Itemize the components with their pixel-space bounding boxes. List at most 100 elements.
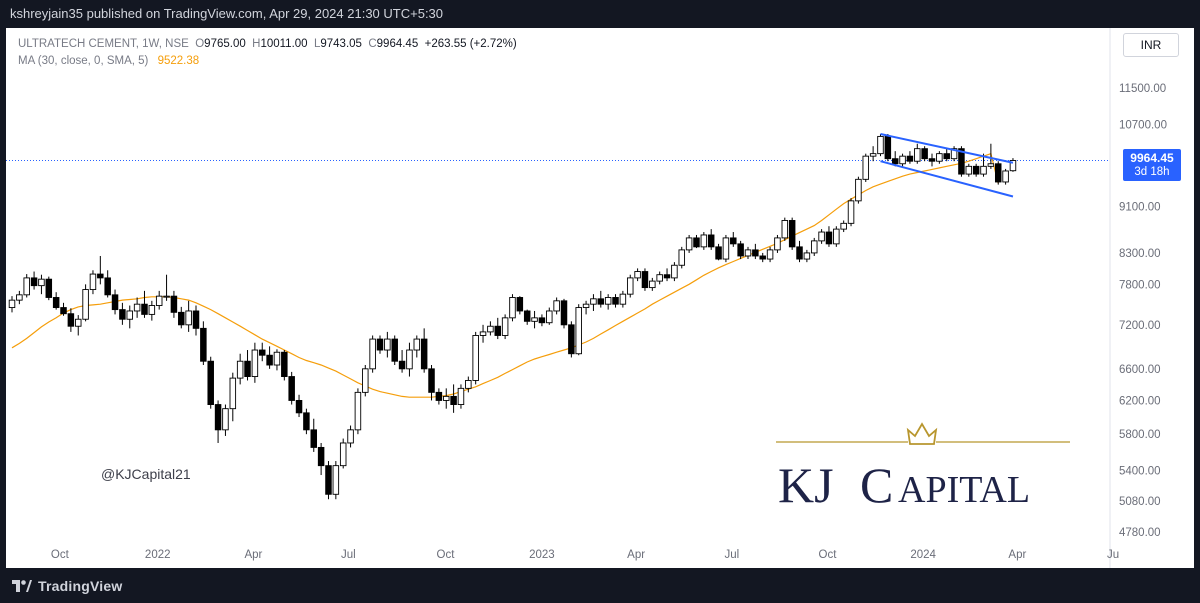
candle-body: [693, 237, 700, 248]
candle-body: [104, 277, 111, 296]
x-tick-label: Ju: [1107, 549, 1119, 561]
candle-body: [317, 446, 325, 467]
candlestick-chart[interactable]: 11500.00 10700.00 9100.00 8300.00 7800.00 720…: [6, 28, 1194, 568]
candle-body: [494, 325, 502, 336]
candle-body: [119, 309, 126, 320]
candle-body: [877, 135, 884, 155]
high-label: H: [252, 38, 261, 50]
candle-body: [855, 178, 862, 202]
candle-body: [89, 273, 97, 291]
candle-body: [744, 249, 752, 257]
candle-body: [435, 391, 443, 401]
candle-body: [207, 360, 214, 405]
ma-value: 9522.38: [157, 55, 200, 67]
candle-body: [891, 158, 899, 165]
candle-body: [604, 297, 612, 305]
candle-body: [899, 155, 906, 165]
x-tick-label: Oct: [51, 549, 70, 561]
candle-body: [45, 278, 53, 298]
candle-body: [23, 277, 30, 296]
candle-body: [266, 354, 273, 366]
candle-body: [825, 231, 833, 245]
channel-lower-line: [880, 160, 1014, 198]
candle-body: [200, 327, 207, 362]
candle-body: [884, 135, 892, 160]
candle-body: [943, 153, 950, 160]
candle-body: [163, 295, 170, 298]
published-text: kshreyjain35 published on TradingView.co…: [10, 6, 444, 21]
candle-body: [450, 395, 457, 405]
open-value: 9765.00: [204, 38, 246, 50]
candle-body: [752, 249, 759, 257]
candle-body: [914, 148, 921, 162]
candle-body: [597, 298, 605, 305]
candle-body: [428, 368, 435, 393]
candle-body: [737, 243, 744, 257]
candle-body: [803, 252, 811, 260]
x-tick-label: 2024: [910, 549, 936, 561]
y-tick-label: 7200.00: [1119, 320, 1161, 332]
candle-body: [958, 148, 965, 175]
watermark-handle: @KJCapital21: [101, 466, 191, 482]
svg-text:APITAL: APITAL: [898, 469, 1030, 511]
candle-body: [906, 155, 914, 162]
candle-body: [52, 297, 60, 309]
candle-body: [568, 324, 575, 355]
candle-body: [60, 307, 67, 315]
x-tick-label: Apr: [1008, 549, 1026, 561]
x-tick-label: Jul: [341, 549, 356, 561]
candle-body: [862, 155, 870, 180]
candle-body: [509, 297, 516, 319]
tradingview-brand[interactable]: TradingView: [12, 578, 122, 594]
currency-button[interactable]: INR: [1123, 33, 1179, 57]
candle-body: [332, 465, 340, 495]
x-tick-label: Apr: [627, 549, 645, 561]
candle-body: [590, 298, 597, 305]
candle-body: [501, 317, 509, 336]
tradingview-label: TradingView: [38, 577, 123, 594]
candle-body: [325, 465, 332, 495]
candle-body: [980, 165, 987, 175]
candle-body: [840, 222, 847, 230]
ma-line: [11, 152, 999, 398]
candle-body: [781, 220, 789, 239]
y-tick-label: 6600.00: [1119, 364, 1161, 376]
candle-body: [141, 303, 148, 315]
svg-text:C: C: [860, 457, 893, 513]
candle-body: [16, 294, 23, 301]
candle-body: [965, 165, 973, 175]
candle-body: [656, 274, 663, 282]
close-value: 9964.45: [376, 38, 419, 50]
candle-body: [295, 400, 303, 414]
candle-body: [258, 349, 266, 356]
candle-body: [236, 360, 244, 379]
candle-body: [442, 395, 450, 401]
candle-body: [538, 317, 546, 324]
candle-body: [288, 376, 295, 401]
candle-body: [155, 295, 163, 306]
candle-body: [472, 335, 479, 381]
candle-body: [339, 442, 347, 467]
candle-body: [626, 277, 634, 295]
candle-body: [8, 299, 16, 309]
chart-legend: ULTRATECH CEMENT, 1W, NSE O9765.00 H1001…: [18, 36, 517, 70]
candle-body: [987, 163, 995, 167]
candle-body: [376, 338, 384, 351]
candle-body: [575, 307, 582, 355]
candle-body: [465, 380, 472, 389]
candle-body: [82, 289, 89, 320]
current-price-tag: 9964.45 3d 18h: [1123, 149, 1181, 181]
candle-body: [810, 240, 818, 254]
y-tick-label: 11500.00: [1119, 83, 1166, 95]
candle-body: [619, 293, 627, 305]
candle-body: [869, 153, 877, 157]
candle-body: [303, 412, 310, 431]
candle-body: [847, 200, 855, 224]
publication-header: kshreyjain35 published on TradingView.co…: [0, 0, 1200, 28]
candle-body: [582, 303, 590, 309]
y-tick-label: 9100.00: [1119, 201, 1161, 213]
candle-body: [671, 264, 678, 279]
open-label: O: [195, 38, 205, 50]
chart-panel[interactable]: 11500.00 10700.00 9100.00 8300.00 7800.00 720…: [6, 28, 1194, 568]
candle-body: [818, 231, 825, 242]
